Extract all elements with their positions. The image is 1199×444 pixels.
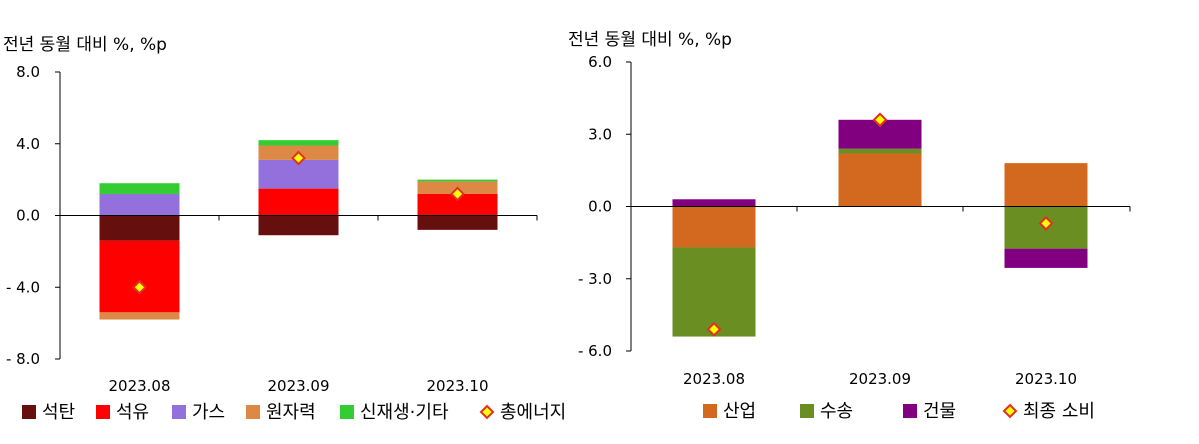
legend-swatch bbox=[903, 404, 917, 418]
legend-label: 원자력 bbox=[266, 402, 316, 423]
category-label: 2023.10 bbox=[1015, 370, 1077, 388]
total-marker bbox=[450, 186, 465, 202]
legend-label: 산업 bbox=[723, 401, 756, 422]
legend-label: 최종 소비 bbox=[1023, 401, 1095, 422]
chart-1: 전년 동월 대비 %, %p 8.0 4.0 0.0 - 4.0 - 8.0 2023.08… bbox=[3, 35, 566, 423]
bar-segment-석탄 bbox=[99, 215, 180, 241]
legend-swatch bbox=[172, 405, 186, 419]
legend-swatch bbox=[800, 404, 814, 418]
legend-marker-total bbox=[1002, 403, 1018, 419]
unit-label: 전년 동월 대비 %, %p bbox=[568, 30, 732, 50]
bar-segment-신재생·기타 bbox=[258, 140, 339, 146]
bar-segment-석탄 bbox=[258, 215, 339, 236]
bar-segment-산업 bbox=[1004, 163, 1088, 207]
legend-label: 수송 bbox=[820, 401, 853, 422]
legend-marker-total bbox=[479, 404, 495, 420]
legend-swatch bbox=[96, 405, 110, 419]
bar-segment-가스 bbox=[99, 193, 180, 216]
bar-segment-신재생·기타 bbox=[417, 179, 498, 182]
legend-label: 총에너지 bbox=[500, 402, 566, 423]
bar-segment-건물 bbox=[672, 199, 756, 207]
legend-swatch bbox=[22, 405, 36, 419]
y-tick-label: 0.0 bbox=[588, 198, 612, 216]
legend-label: 신재생·기타 bbox=[360, 402, 449, 423]
total-marker bbox=[1038, 215, 1054, 231]
legend-swatch bbox=[246, 405, 260, 419]
bar-segment-석유 bbox=[417, 193, 498, 216]
y-tick-label: - 6.0 bbox=[578, 342, 612, 360]
total-marker bbox=[872, 112, 888, 128]
legend-label: 건물 bbox=[923, 401, 956, 422]
bar-segment-수송 bbox=[672, 247, 756, 337]
bar-segment-석유 bbox=[99, 240, 180, 313]
bar-segment-석탄 bbox=[417, 215, 498, 230]
y-tick-label: - 8.0 bbox=[6, 350, 40, 368]
legend: 석탄 석유 가스 원자력 신재생·기타 총에너지 bbox=[22, 402, 566, 423]
bar-segment-원자력 bbox=[99, 312, 180, 320]
bar-segment-석유 bbox=[258, 188, 339, 216]
bar-segment-산업 bbox=[672, 206, 756, 248]
bar-segment-산업 bbox=[838, 153, 922, 207]
unit-label: 전년 동월 대비 %, %p bbox=[3, 35, 167, 55]
category-label: 2023.10 bbox=[426, 377, 488, 395]
legend-swatch bbox=[340, 405, 354, 419]
y-tick-label: 4.0 bbox=[16, 135, 40, 153]
category-label: 2023.09 bbox=[267, 377, 329, 395]
category-label: 2023.09 bbox=[849, 370, 911, 388]
legend: 산업 수송 건물 최종 소비 bbox=[703, 401, 1095, 422]
legend-label: 가스 bbox=[192, 402, 225, 423]
bar-segment-신재생·기타 bbox=[99, 183, 180, 194]
y-tick-label: - 4.0 bbox=[6, 278, 40, 296]
total-marker bbox=[291, 150, 306, 166]
legend-label: 석탄 bbox=[42, 402, 75, 423]
total-marker bbox=[706, 321, 722, 337]
total-marker bbox=[132, 279, 147, 295]
chart-2: 전년 동월 대비 %, %p 6.0 3.0 0.0 - 3.0 - 6.0 2023.08… bbox=[568, 30, 1131, 422]
y-tick-label: 6.0 bbox=[588, 53, 612, 71]
y-tick-label: - 3.0 bbox=[578, 270, 612, 288]
y-tick-label: 0.0 bbox=[16, 207, 40, 225]
category-label: 2023.08 bbox=[683, 370, 745, 388]
bar-segment-수송 bbox=[838, 148, 922, 154]
legend-label: 석유 bbox=[116, 402, 149, 423]
category-label: 2023.08 bbox=[108, 377, 170, 395]
bar-segment-건물 bbox=[1004, 248, 1088, 268]
y-tick-label: 3.0 bbox=[588, 125, 612, 143]
y-tick-label: 8.0 bbox=[16, 63, 40, 81]
legend-swatch bbox=[703, 404, 717, 418]
